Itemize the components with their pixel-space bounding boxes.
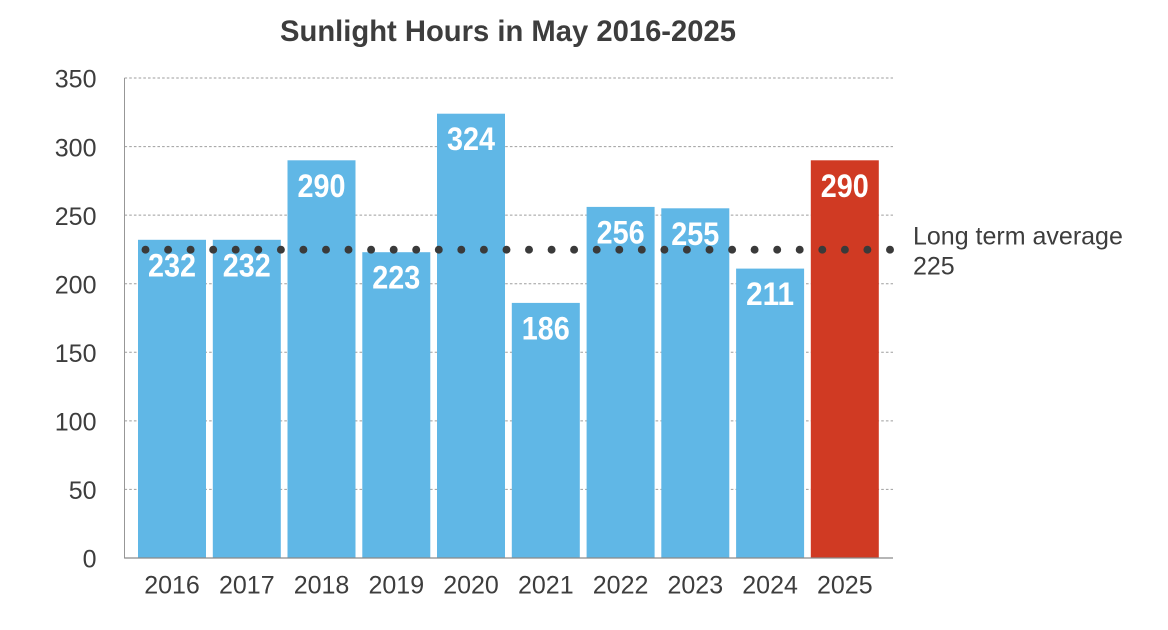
svg-text:Sunlight Hours in May 2016-202: Sunlight Hours in May 2016-2025 xyxy=(280,15,736,48)
svg-text:290: 290 xyxy=(298,168,346,204)
svg-text:324: 324 xyxy=(447,121,495,157)
svg-text:2018: 2018 xyxy=(294,572,350,600)
svg-text:223: 223 xyxy=(372,260,420,296)
svg-text:2020: 2020 xyxy=(443,572,499,600)
svg-text:290: 290 xyxy=(821,168,869,204)
svg-text:Long term average: Long term average xyxy=(913,222,1123,250)
svg-text:225: 225 xyxy=(913,253,955,281)
svg-text:211: 211 xyxy=(746,276,794,312)
svg-text:2016: 2016 xyxy=(144,572,200,600)
svg-text:100: 100 xyxy=(55,409,97,437)
svg-text:350: 350 xyxy=(55,66,97,94)
svg-text:2022: 2022 xyxy=(593,572,649,600)
svg-text:2019: 2019 xyxy=(368,572,424,600)
svg-text:300: 300 xyxy=(55,134,97,162)
svg-text:50: 50 xyxy=(69,477,97,505)
svg-text:232: 232 xyxy=(223,247,271,283)
svg-text:255: 255 xyxy=(671,216,719,252)
svg-text:150: 150 xyxy=(55,340,97,368)
svg-text:2021: 2021 xyxy=(518,572,574,600)
svg-text:2023: 2023 xyxy=(667,572,723,600)
svg-text:186: 186 xyxy=(522,310,570,346)
svg-text:0: 0 xyxy=(83,546,97,574)
svg-text:2025: 2025 xyxy=(817,572,873,600)
svg-text:200: 200 xyxy=(55,271,97,299)
svg-text:2017: 2017 xyxy=(219,572,275,600)
svg-text:2024: 2024 xyxy=(742,572,798,600)
svg-text:250: 250 xyxy=(55,203,97,231)
svg-text:232: 232 xyxy=(148,247,196,283)
svg-text:256: 256 xyxy=(597,214,645,250)
